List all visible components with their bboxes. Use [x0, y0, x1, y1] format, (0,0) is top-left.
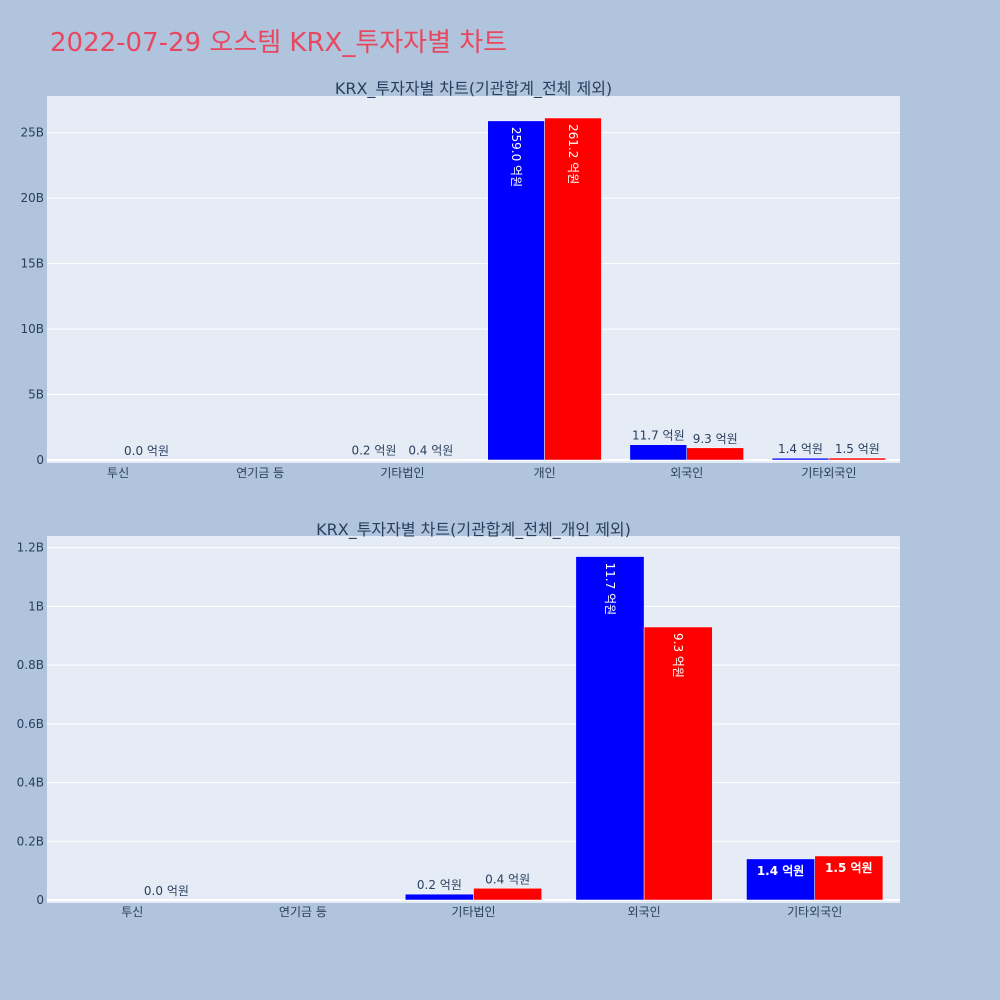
chart1-x-tick-label: 기타외국인 — [801, 466, 856, 480]
chart1-plot-background — [47, 96, 900, 463]
chart2-bar — [473, 888, 542, 901]
chart1-x-tick-label: 외국인 — [670, 466, 703, 480]
chart1-y-tick-label: 10B — [20, 322, 44, 336]
page-title: 2022-07-29 오스템 KRX_투자자별 차트 — [50, 28, 508, 58]
chart1-y-tick-label: 25B — [20, 126, 44, 140]
chart2-data-label: 9.3 억원 — [671, 633, 685, 678]
chart1-data-label: 1.5 억원 — [835, 442, 880, 456]
chart1-data-label: 0.2 억원 — [351, 444, 396, 458]
chart1-y-tick-label: 0 — [36, 453, 44, 467]
chart2-bar — [746, 858, 815, 901]
chart2-data-label: 0.0 억원 — [144, 884, 189, 898]
chart2-bar — [575, 556, 645, 901]
chart1-x-tick-label: 연기금 등 — [236, 466, 284, 480]
chart1-data-label: 0.4 억원 — [408, 443, 453, 457]
chart1-x-tick-label: 개인 — [534, 466, 556, 480]
chart1-bar — [771, 457, 830, 461]
chart2-y-tick-label: 1.2B — [17, 541, 44, 555]
chart2-bar — [814, 855, 884, 901]
chart2-x-tick-label: 연기금 등 — [279, 905, 327, 919]
chart2-y-tick-label: 0.6B — [17, 717, 44, 731]
chart1-y-tick-label: 15B — [20, 257, 44, 271]
chart2-x-tick-label: 기타법인 — [451, 905, 495, 919]
chart1-data-label: 259.0 억원 — [509, 127, 523, 187]
chart1-x-tick-label: 기타법인 — [380, 466, 424, 480]
chart2-plot-background — [47, 536, 900, 903]
chart2-x-tick-label: 외국인 — [628, 905, 661, 919]
chart2-data-label: 0.4 억원 — [485, 872, 530, 886]
chart1-bar — [544, 117, 602, 461]
chart2-x-tick-label: 투신 — [121, 905, 143, 919]
chart2-y-tick-label: 0.2B — [17, 834, 44, 848]
chart1-y-tick-label: 20B — [20, 191, 44, 205]
chart2-data-label: 0.2 억원 — [417, 878, 462, 892]
chart2-y-tick-label: 0.8B — [17, 658, 44, 672]
chart1-bar — [629, 444, 688, 461]
chart2-data-label: 1.5 억원 — [825, 861, 873, 875]
chart1-data-label: 9.3 억원 — [693, 432, 738, 446]
chart2-x-tick-label: 기타외국인 — [787, 905, 842, 919]
chart2-data-label: 11.7 억원 — [603, 563, 617, 616]
chart2-title: KRX_투자자별 차트(기관합계_전체_개인 제외) — [316, 520, 631, 540]
chart2-data-label: 1.4 억원 — [757, 864, 805, 878]
chart1-data-label: 0.0 억원 — [124, 444, 169, 458]
chart1-bar — [828, 457, 887, 461]
chart1-bar — [686, 447, 744, 461]
chart1-data-label: 261.2 억원 — [566, 124, 580, 184]
chart1-y-tick-label: 5B — [28, 388, 44, 402]
chart1-data-label: 1.4 억원 — [778, 442, 823, 456]
chart1-title: KRX_투자자별 차트(기관합계_전체 제외) — [335, 79, 612, 99]
chart1-data-label: 11.7 억원 — [632, 429, 685, 443]
chart1-bar — [402, 459, 460, 461]
chart2-bar — [405, 893, 474, 901]
chart1-x-tick-label: 투신 — [107, 466, 129, 480]
chart2-y-tick-label: 0 — [36, 893, 44, 907]
chart2-y-tick-label: 1B — [28, 599, 44, 613]
chart2-bar — [643, 626, 713, 901]
chart2-y-tick-label: 0.4B — [17, 776, 44, 790]
